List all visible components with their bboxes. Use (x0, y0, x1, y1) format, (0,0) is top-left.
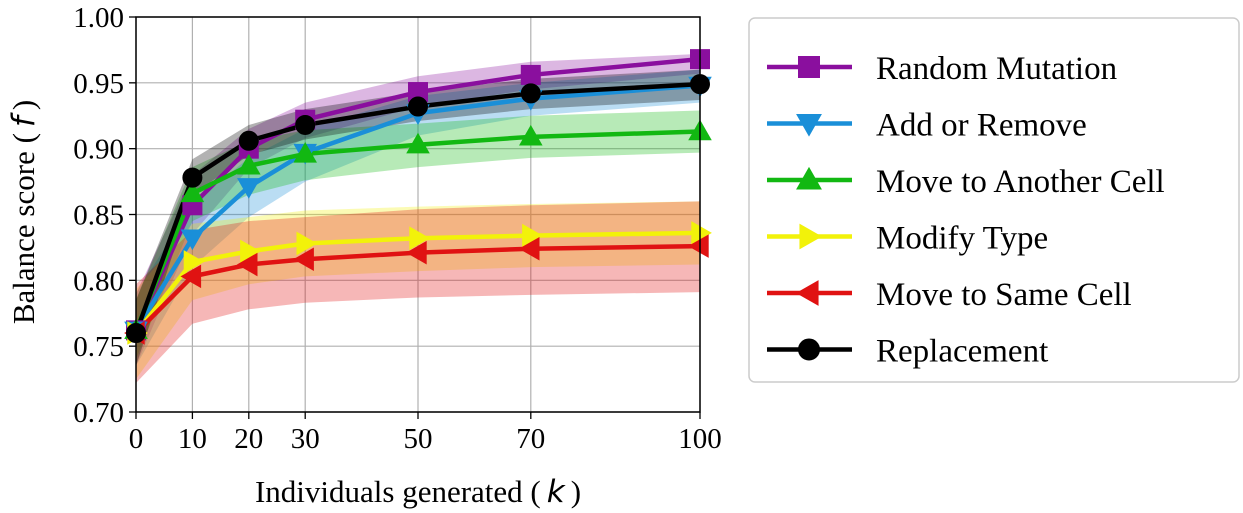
move-to-same-cell-point (406, 240, 427, 265)
x-axis-title: Individuals generated (k) (255, 474, 581, 510)
x-tick-label: 70 (516, 423, 545, 455)
legend-marker-random-mutation (798, 56, 820, 78)
move-to-another-cell-point (237, 153, 261, 175)
move-to-same-cell-point (236, 252, 258, 277)
move-to-another-cell-band (136, 110, 700, 360)
move-to-same-cell-point (180, 264, 202, 289)
x-tick-label: 10 (178, 423, 207, 455)
move-to-same-cell-point (518, 236, 540, 261)
modify-type-point (296, 231, 318, 256)
y-tick-label: 0.70 (73, 397, 124, 429)
x-tick-label: 0 (129, 423, 144, 455)
legend-marker-modify-type (799, 223, 823, 250)
add-or-remove-point (237, 178, 261, 199)
replacement-point (520, 83, 541, 104)
move-to-another-cell-point (293, 142, 317, 163)
x-tick-label: 100 (678, 423, 722, 455)
y-tick-label: 0.95 (73, 68, 124, 100)
replacement-band (136, 69, 700, 366)
series-markers (124, 49, 712, 345)
legend-marker-move-to-same-cell (795, 280, 819, 306)
move-to-same-cell-point (688, 234, 709, 258)
move-to-another-cell-point (406, 132, 430, 154)
add-or-remove-point (180, 229, 205, 251)
y-tick-label: 0.85 (73, 200, 124, 232)
y-tick-label: 0.80 (73, 265, 124, 297)
move-to-same-cell-point (293, 247, 314, 272)
replacement-point (408, 96, 428, 117)
legend: Random Mutation Add or Remove Move to Anot… (748, 17, 1240, 383)
y-axis-title: Balance score (f) (6, 100, 42, 324)
legend-box (748, 17, 1240, 383)
legend-label-replacement: Replacement (876, 334, 1048, 370)
modify-type-point (409, 226, 430, 250)
legend-marker-add-or-remove (796, 113, 822, 137)
random-mutation-point (520, 64, 541, 85)
modify-type-point (240, 239, 261, 264)
x-tick-label: 30 (291, 423, 320, 455)
move-to-another-cell-point (519, 124, 543, 146)
add-or-remove-band (136, 69, 700, 366)
replacement-point (295, 114, 316, 135)
y-tick-label: 0.75 (73, 331, 124, 363)
legend-marker-replacement (798, 338, 820, 361)
legend-label-add-or-remove: Add or Remove (876, 108, 1087, 144)
legend-label-modify-type: Modify Type (876, 221, 1048, 257)
replacement-point (182, 167, 203, 188)
modify-type-point (183, 250, 205, 274)
x-tick-label: 50 (404, 423, 433, 455)
x-axis-ticks: 0 10 20 30 50 70 100 (129, 412, 722, 455)
legend-label-random-mutation: Random Mutation (876, 51, 1117, 87)
y-tick-label: 0.90 (73, 134, 124, 166)
y-tick-label: 1.00 (73, 2, 124, 34)
replacement-point (238, 130, 259, 151)
modify-type-point (522, 223, 543, 248)
modify-type-point (691, 221, 712, 245)
x-tick-label: 20 (234, 423, 263, 455)
y-axis-ticks: 0.70 0.75 0.80 0.85 0.90 0.95 1.00 (73, 2, 136, 429)
legend-label-move-to-another-cell: Move to Another Cell (876, 164, 1165, 200)
legend-label-move-to-same-cell: Move to Same Cell (876, 277, 1132, 313)
legend-marker-move-to-another-cell (796, 166, 822, 190)
move-to-another-cell-point (180, 181, 205, 203)
